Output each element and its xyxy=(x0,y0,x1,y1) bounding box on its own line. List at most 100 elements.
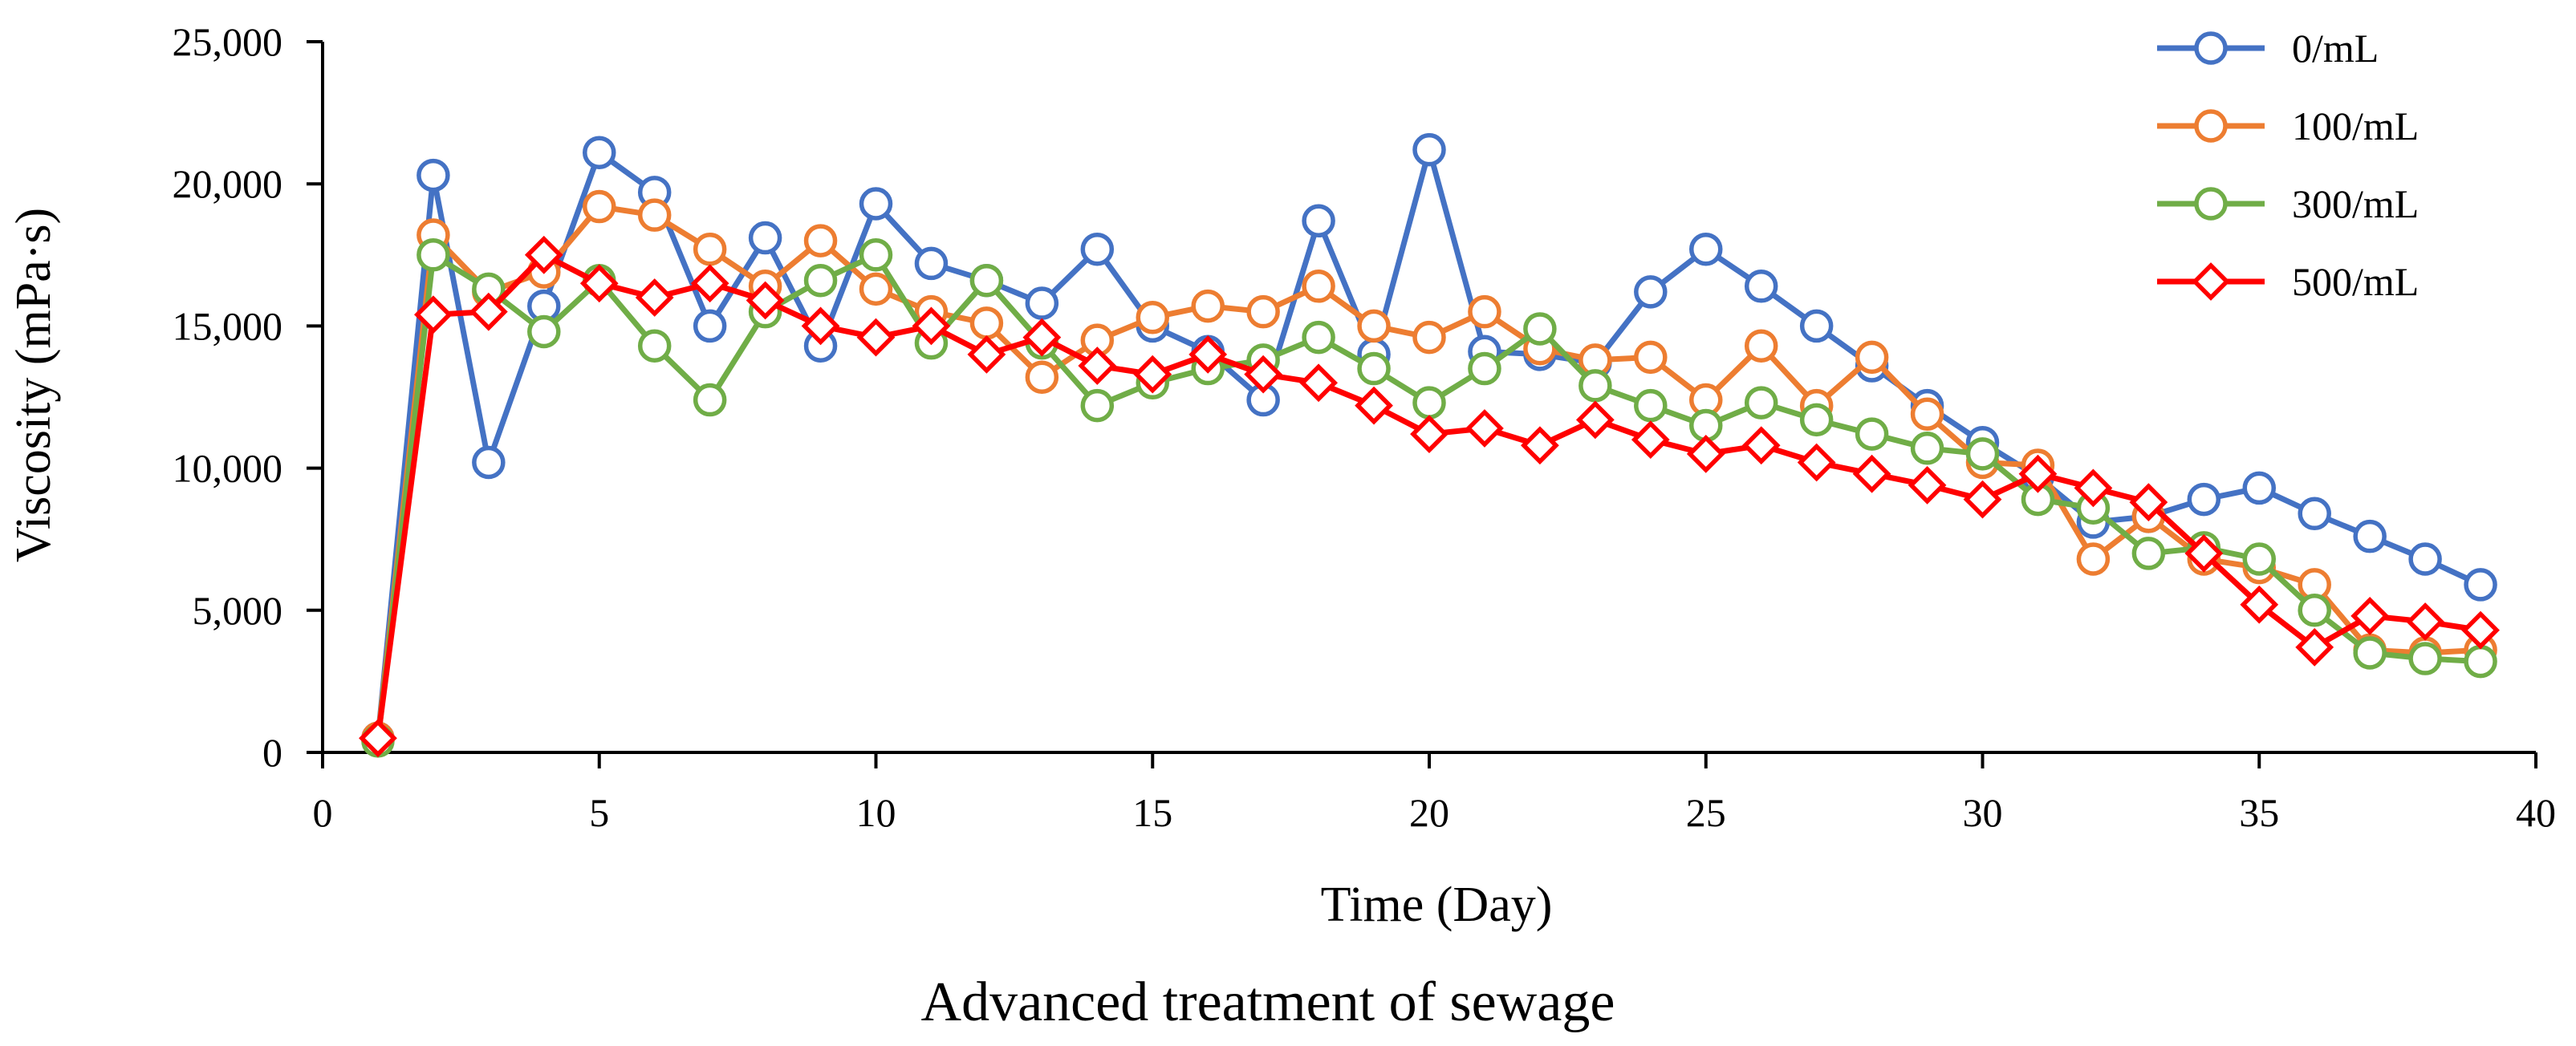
x-tick-label: 40 xyxy=(2516,790,2556,835)
data-point xyxy=(2464,644,2497,679)
data-point xyxy=(583,189,616,224)
data-point xyxy=(2461,610,2500,650)
data-point xyxy=(414,295,453,334)
data-point xyxy=(2350,596,2390,635)
data-point xyxy=(859,187,893,221)
data-point xyxy=(2464,568,2497,602)
data-point xyxy=(1741,426,1781,465)
data-point xyxy=(1302,320,1335,355)
data-point xyxy=(1465,409,1504,448)
data-point xyxy=(1631,420,1670,460)
x-tick-label: 5 xyxy=(589,790,609,835)
data-point xyxy=(1468,351,1501,386)
data-point xyxy=(2184,534,2224,573)
data-point xyxy=(746,281,785,320)
data-point xyxy=(1963,480,2002,519)
data-point xyxy=(1246,294,1280,329)
data-point xyxy=(2295,627,2334,667)
y-tick-label: 25,000 xyxy=(173,19,283,64)
data-point xyxy=(1025,286,1059,320)
data-point xyxy=(2242,471,2276,505)
data-point xyxy=(1744,270,1778,303)
data-point xyxy=(1852,454,1891,493)
data-point xyxy=(1080,388,1115,423)
data-point xyxy=(1410,415,1448,453)
data-point xyxy=(859,238,893,272)
data-point xyxy=(2131,537,2166,570)
y-tick-label: 20,000 xyxy=(173,161,283,206)
data-point xyxy=(967,334,1006,374)
data-point xyxy=(2298,497,2331,531)
data-point xyxy=(1357,309,1391,343)
data-point xyxy=(2353,636,2387,670)
data-point xyxy=(359,719,397,758)
data-point xyxy=(2408,542,2442,576)
data-point xyxy=(1575,400,1615,440)
legend-label: 500/mL xyxy=(2292,259,2419,304)
data-point xyxy=(2242,542,2276,576)
data-point xyxy=(859,272,893,306)
data-point xyxy=(2240,585,2279,624)
data-point xyxy=(2353,519,2387,553)
data-point xyxy=(1634,388,1668,423)
x-axis-title: Time (Day) xyxy=(1321,878,1553,932)
data-point xyxy=(579,264,619,303)
data-point xyxy=(583,136,616,169)
data-point xyxy=(469,292,508,331)
data-point xyxy=(1855,417,1889,451)
data-point xyxy=(1910,432,1944,465)
data-point xyxy=(1523,312,1557,346)
legend-marker xyxy=(2192,262,2230,301)
data-point xyxy=(1078,347,1117,385)
data-point xyxy=(1797,443,1836,482)
series-500-per-mL xyxy=(359,235,2500,758)
data-point xyxy=(2408,642,2442,675)
data-point xyxy=(1302,204,1335,238)
y-tick-label: 5,000 xyxy=(193,588,283,633)
data-point xyxy=(416,158,450,193)
legend-marker xyxy=(2194,109,2228,143)
data-point xyxy=(1634,340,1668,375)
data-point xyxy=(2187,482,2221,517)
data-point xyxy=(2018,454,2058,493)
data-point xyxy=(1468,294,1501,329)
data-point xyxy=(693,232,727,266)
legend-label: 100/mL xyxy=(2292,103,2419,148)
x-tick-label: 25 xyxy=(1686,790,1726,835)
data-point xyxy=(2298,594,2331,627)
data-point xyxy=(856,318,896,357)
data-point xyxy=(1855,340,1889,375)
data-point xyxy=(1244,355,1283,394)
x-tick-label: 0 xyxy=(313,790,333,835)
data-point xyxy=(1412,320,1446,355)
data-point xyxy=(1188,334,1228,374)
legend-marker xyxy=(2194,187,2228,221)
y-tick-label: 0 xyxy=(262,730,282,775)
y-tick-label: 10,000 xyxy=(173,446,283,491)
data-point xyxy=(690,264,729,303)
legend-item: 0/mL xyxy=(2157,26,2379,71)
data-point xyxy=(912,306,951,346)
data-point xyxy=(969,306,1004,340)
data-point xyxy=(693,309,727,343)
axes: 0 5,000 10,000 15,000 20,000 25,000 0 5 10 15 20 25… xyxy=(173,19,2557,835)
data-point xyxy=(1908,465,1947,505)
data-point xyxy=(635,278,674,317)
data-point xyxy=(1521,426,1559,465)
data-point xyxy=(1355,386,1393,425)
series-100-per-mL xyxy=(361,189,2497,756)
data-point xyxy=(693,383,727,417)
series-layer xyxy=(359,132,2500,758)
data-point xyxy=(472,445,506,480)
data-point xyxy=(748,221,782,255)
data-point xyxy=(1799,403,1834,437)
data-point xyxy=(1744,329,1778,363)
data-point xyxy=(637,198,672,232)
data-point xyxy=(1022,318,1062,357)
data-point xyxy=(1579,369,1612,403)
data-point xyxy=(1302,270,1335,303)
legend: 0/mL 100/mL 300/mL 500/mL xyxy=(2157,26,2419,304)
data-point xyxy=(1412,132,1446,167)
legend-item: 100/mL xyxy=(2157,103,2419,148)
